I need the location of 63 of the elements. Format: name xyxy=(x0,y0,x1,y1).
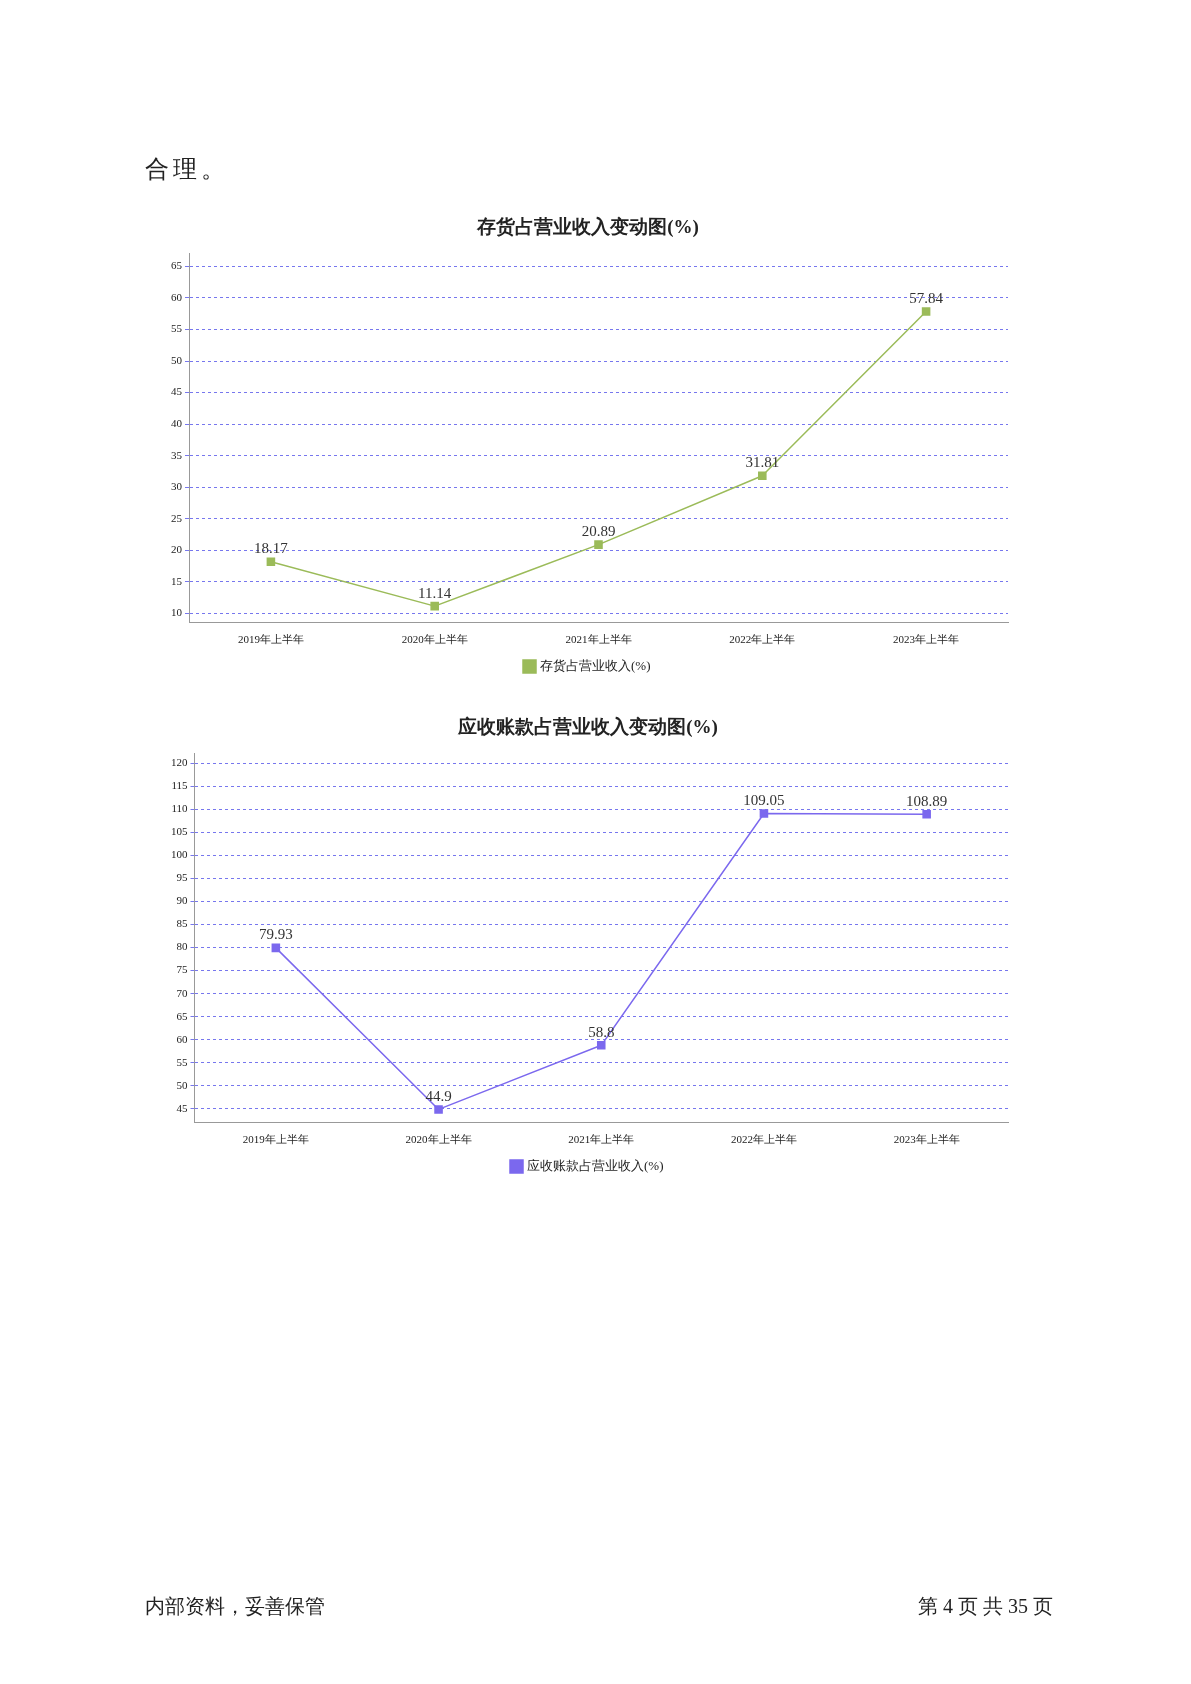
y-tick-label: 115 xyxy=(171,778,188,791)
data-label: 109.05 xyxy=(743,791,785,808)
y-tick-label: 70 xyxy=(176,986,188,999)
y-tick-label: 50 xyxy=(171,353,183,366)
x-tick-label: 2021年上半年 xyxy=(568,1133,635,1146)
data-label: 44.9 xyxy=(425,1087,452,1104)
point xyxy=(434,1105,443,1114)
y-tick-label: 35 xyxy=(171,448,183,461)
y-tick-label: 10 xyxy=(171,606,183,619)
y-tick-label: 80 xyxy=(176,940,188,953)
y-tick-label: 110 xyxy=(171,802,188,815)
y-tick-label: 120 xyxy=(171,755,188,768)
y-tick-label: 75 xyxy=(176,963,188,976)
point xyxy=(921,307,931,316)
y-tick-label: 90 xyxy=(176,894,188,907)
chart-title: 应收账款占营业收入变动图(%) xyxy=(457,716,718,739)
data-label: 79.93 xyxy=(258,926,293,943)
y-tick-label: 30 xyxy=(171,480,183,493)
point xyxy=(922,809,931,819)
x-tick-label: 2020年上半年 xyxy=(401,633,468,646)
y-tick-label: 60 xyxy=(171,290,183,303)
x-tick-label: 2022年上半年 xyxy=(729,633,796,646)
point xyxy=(596,1041,606,1050)
x-tick-label: 2023年上半年 xyxy=(893,633,960,646)
y-tick-label: 105 xyxy=(171,825,188,838)
point xyxy=(758,471,767,481)
point xyxy=(271,943,281,953)
data-label: 108.89 xyxy=(906,792,948,809)
y-tick-label: 45 xyxy=(171,385,183,398)
y-tick-label: 65 xyxy=(176,1009,188,1022)
point xyxy=(594,540,603,549)
y-tick-label: 40 xyxy=(171,417,183,429)
data-label: 20.89 xyxy=(581,523,616,540)
legend-label: 存货占营业收入(%) xyxy=(540,657,651,673)
x-tick-label: 2023年上半年 xyxy=(893,1133,960,1146)
y-tick-label: 65 xyxy=(171,259,183,272)
y-tick-label: 55 xyxy=(176,1055,188,1068)
data-label: 57.84 xyxy=(909,290,944,307)
y-tick-label: 85 xyxy=(176,917,188,930)
x-tick-label: 2021年上半年 xyxy=(565,633,632,646)
y-tick-label: 50 xyxy=(176,1078,188,1091)
x-tick-label: 2019年上半年 xyxy=(237,633,304,646)
legend-label: 应收账款占营业收入(%) xyxy=(527,1157,664,1173)
point xyxy=(759,809,769,818)
x-tick-label: 2022年上半年 xyxy=(730,1133,797,1146)
data-label: 18.17 xyxy=(254,540,289,557)
y-tick-label: 15 xyxy=(171,574,183,587)
y-tick-label: 55 xyxy=(171,322,183,335)
y-tick-label: 95 xyxy=(176,871,188,884)
y-tick-label: 20 xyxy=(171,543,183,556)
y-tick-label: 45 xyxy=(176,1101,188,1114)
text: 合理。 xyxy=(145,155,230,184)
y-tick-label: 100 xyxy=(171,848,188,861)
chart-title: 存货占营业收入变动图(%) xyxy=(476,216,699,239)
point xyxy=(266,557,276,567)
x-tick-label: 2019年上半年 xyxy=(242,1133,309,1146)
y-tick-label: 60 xyxy=(176,1032,188,1045)
text: 内部资料，妥善保管 xyxy=(145,1594,325,1619)
y-tick-label: 25 xyxy=(171,511,183,524)
x-tick-label: 2020年上半年 xyxy=(405,1133,472,1146)
point xyxy=(430,601,439,611)
text: 第 4 页 共 35 页 xyxy=(918,1594,1053,1619)
data-label: 11.14 xyxy=(418,584,452,601)
